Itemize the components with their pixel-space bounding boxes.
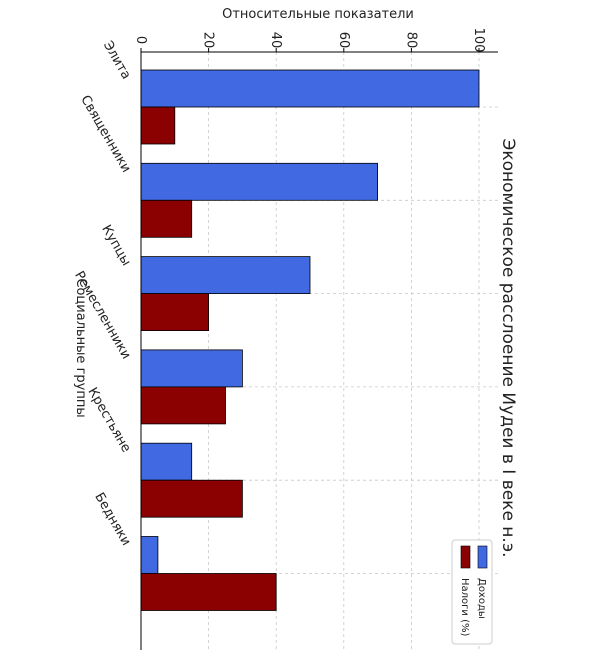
chart-title: Экономическое расслоение Иудеи в I веке …: [498, 138, 518, 557]
category-axis-label: Социальные группы: [73, 278, 88, 417]
bar-income: [140, 69, 480, 108]
bar-income: [140, 349, 243, 388]
category-label: Священники: [77, 93, 133, 175]
value-tick-label: 80: [403, 32, 418, 49]
value-tick-label: 100: [471, 28, 486, 53]
category-label: Элита: [100, 39, 134, 82]
value-tick-label: 20: [201, 32, 216, 49]
legend: Доходы Налоги (%): [451, 539, 493, 645]
category-label: Бедняки: [91, 490, 133, 548]
bar-income: [140, 442, 193, 481]
bars: [140, 69, 480, 611]
category-label: Крестьяне: [84, 385, 133, 455]
bar-taxes: [140, 479, 243, 518]
bar-taxes: [140, 386, 226, 425]
bar-income: [140, 256, 311, 295]
legend-swatch-taxes: [460, 545, 471, 569]
bar-taxes: [140, 199, 193, 238]
bar-income: [140, 162, 379, 201]
legend-label-income: Доходы: [476, 578, 487, 619]
bar-taxes: [140, 106, 176, 145]
bar-income: [140, 536, 159, 574]
legend-label-taxes: Налоги (%): [459, 578, 470, 636]
value-tick-label: 60: [336, 32, 351, 49]
value-tick-label: 0: [133, 36, 148, 44]
axes: [140, 51, 498, 650]
legend-swatch-income: [477, 545, 488, 569]
category-label: Купцы: [98, 223, 133, 269]
value-axis-label: Относительные показатели: [222, 7, 414, 22]
bar-taxes: [140, 573, 277, 611]
value-tick-label: 40: [268, 32, 283, 49]
bar-taxes: [140, 293, 209, 332]
value-ticks: 0 20 40 60 80 100: [133, 28, 486, 53]
